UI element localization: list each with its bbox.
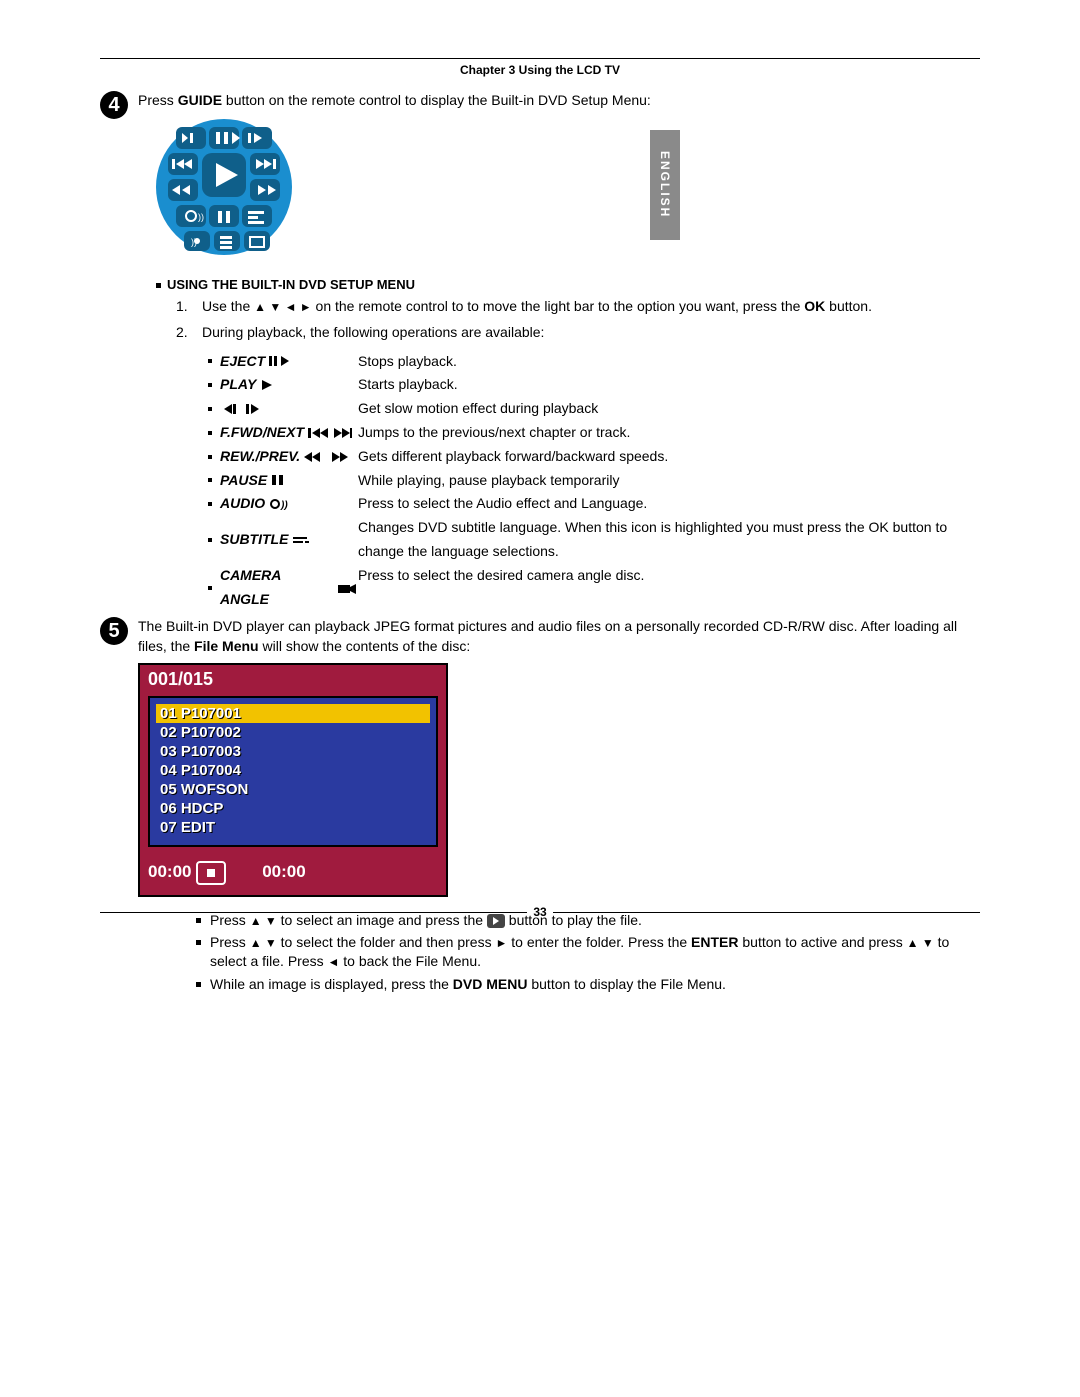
- step4-instr-2-text: During playback, the following operation…: [202, 324, 544, 340]
- svg-text:)): )): [280, 500, 288, 510]
- section-5: 5 The Built-in DVD player can playback J…: [100, 617, 980, 1008]
- step4-instr-1-text: Use the ▲ ▼ ◄ ► on the remote control to…: [202, 298, 872, 314]
- remote-control-pad-icon: )) )): [144, 117, 980, 267]
- step4-instr-1: 1. Use the ▲ ▼ ◄ ► on the remote control…: [176, 298, 980, 314]
- file-menu-list: 01 P10700102 P10700203 P10700304 P107004…: [148, 696, 438, 847]
- step4-subheading-text: USING THE BUILT-IN DVD SETUP MENU: [167, 277, 415, 292]
- operation-desc: Gets different playback forward/backward…: [358, 445, 980, 469]
- step4-instr-1-num: 1.: [176, 298, 202, 314]
- top-rule: [100, 58, 980, 59]
- operation-desc: Jumps to the previous/next chapter or tr…: [358, 421, 980, 445]
- operation-label: REW./PREV.: [208, 445, 358, 469]
- operation-desc: While playing, pause playback temporaril…: [358, 469, 980, 493]
- step-number-5: 5: [100, 617, 128, 645]
- file-menu-item: 03 P107003: [156, 742, 430, 761]
- file-menu-list-wrap: 01 P10700102 P10700203 P10700304 P107004…: [140, 696, 446, 853]
- operation-desc: Get slow motion effect during playback: [358, 397, 980, 421]
- operation-label: AUDIO)): [208, 492, 358, 516]
- step4-intro-after: button on the remote control to display …: [222, 92, 651, 108]
- operation-row: EJECTStops playback.: [208, 350, 980, 374]
- operation-row: SUBTITLEChanges DVD subtitle language. W…: [208, 516, 980, 564]
- operation-desc: Press to select the Audio effect and Lan…: [358, 492, 980, 516]
- page-number: 33: [527, 905, 552, 919]
- operation-desc: Starts playback.: [358, 373, 980, 397]
- step4-intro: Press GUIDE button on the remote control…: [138, 91, 980, 111]
- file-menu-time-right: 00:00: [262, 862, 305, 882]
- bullet-item: Press ▲ ▼ to select the folder and then …: [196, 933, 980, 971]
- operation-desc: Press to select the desired camera angle…: [358, 564, 980, 612]
- file-menu-item: 05 WOFSON: [156, 780, 430, 799]
- operation-row: Get slow motion effect during playback: [208, 397, 980, 421]
- section-4: 4 Press GUIDE button on the remote contr…: [100, 91, 980, 611]
- file-menu-counter: 001/015: [140, 665, 446, 696]
- operation-label: F.FWD/NEXT: [208, 421, 358, 445]
- step4-intro-bold: GUIDE: [178, 92, 222, 108]
- step4-instr-2: 2. During playback, the following operat…: [176, 324, 980, 340]
- file-menu-item: 01 P107001: [156, 704, 430, 723]
- step5-intro-after: will show the contents of the disc:: [259, 638, 471, 654]
- operation-desc: Stops playback.: [358, 350, 980, 374]
- chapter-title: Chapter 3 Using the LCD TV: [100, 63, 980, 77]
- step5-intro-bold: File Menu: [194, 638, 259, 654]
- operation-label: CAMERA ANGLE: [208, 564, 358, 612]
- manual-page: Chapter 3 Using the LCD TV ENGLISH 4 Pre…: [0, 0, 1080, 1397]
- operation-row: AUDIO))Press to select the Audio effect …: [208, 492, 980, 516]
- svg-text:)): )): [191, 237, 197, 247]
- step5-intro: The Built-in DVD player can playback JPE…: [138, 617, 980, 656]
- operation-row: PAUSEWhile playing, pause playback tempo…: [208, 469, 980, 493]
- file-menu-item: 06 HDCP: [156, 799, 430, 818]
- file-menu-screenshot: 001/015 01 P10700102 P10700203 P10700304…: [138, 663, 448, 897]
- operation-row: PLAYStarts playback.: [208, 373, 980, 397]
- page-footer: 33: [100, 905, 980, 919]
- operation-row: REW./PREV.Gets different playback forwar…: [208, 445, 980, 469]
- operation-label: SUBTITLE: [208, 516, 358, 564]
- operation-label: PLAY: [208, 373, 358, 397]
- operations-list: EJECTStops playback.PLAYStarts playback.…: [208, 350, 980, 612]
- operation-label: PAUSE: [208, 469, 358, 493]
- operation-row: CAMERA ANGLEPress to select the desired …: [208, 564, 980, 612]
- file-menu-item: 04 P107004: [156, 761, 430, 780]
- step4-instr-2-num: 2.: [176, 324, 202, 340]
- stop-icon: [196, 861, 226, 885]
- operation-label: EJECT: [208, 350, 358, 374]
- operation-row: F.FWD/NEXTJumps to the previous/next cha…: [208, 421, 980, 445]
- step-number-4: 4: [100, 91, 128, 119]
- language-tab: ENGLISH: [650, 130, 680, 240]
- operation-label: [208, 397, 358, 421]
- step5-bullets: Press ▲ ▼ to select an image and press t…: [156, 911, 980, 995]
- operation-desc: Changes DVD subtitle language. When this…: [358, 516, 980, 564]
- svg-text:)): )): [198, 212, 204, 222]
- bullet-item: While an image is displayed, press the D…: [196, 975, 980, 994]
- step4-subheading: USING THE BUILT-IN DVD SETUP MENU: [156, 277, 980, 292]
- file-menu-bottom: 00:00 00:00: [140, 853, 446, 895]
- step4-intro-before: Press: [138, 92, 178, 108]
- file-menu-item: 02 P107002: [156, 723, 430, 742]
- file-menu-time-left: 00:00: [148, 862, 191, 881]
- file-menu-item: 07 EDIT: [156, 818, 430, 837]
